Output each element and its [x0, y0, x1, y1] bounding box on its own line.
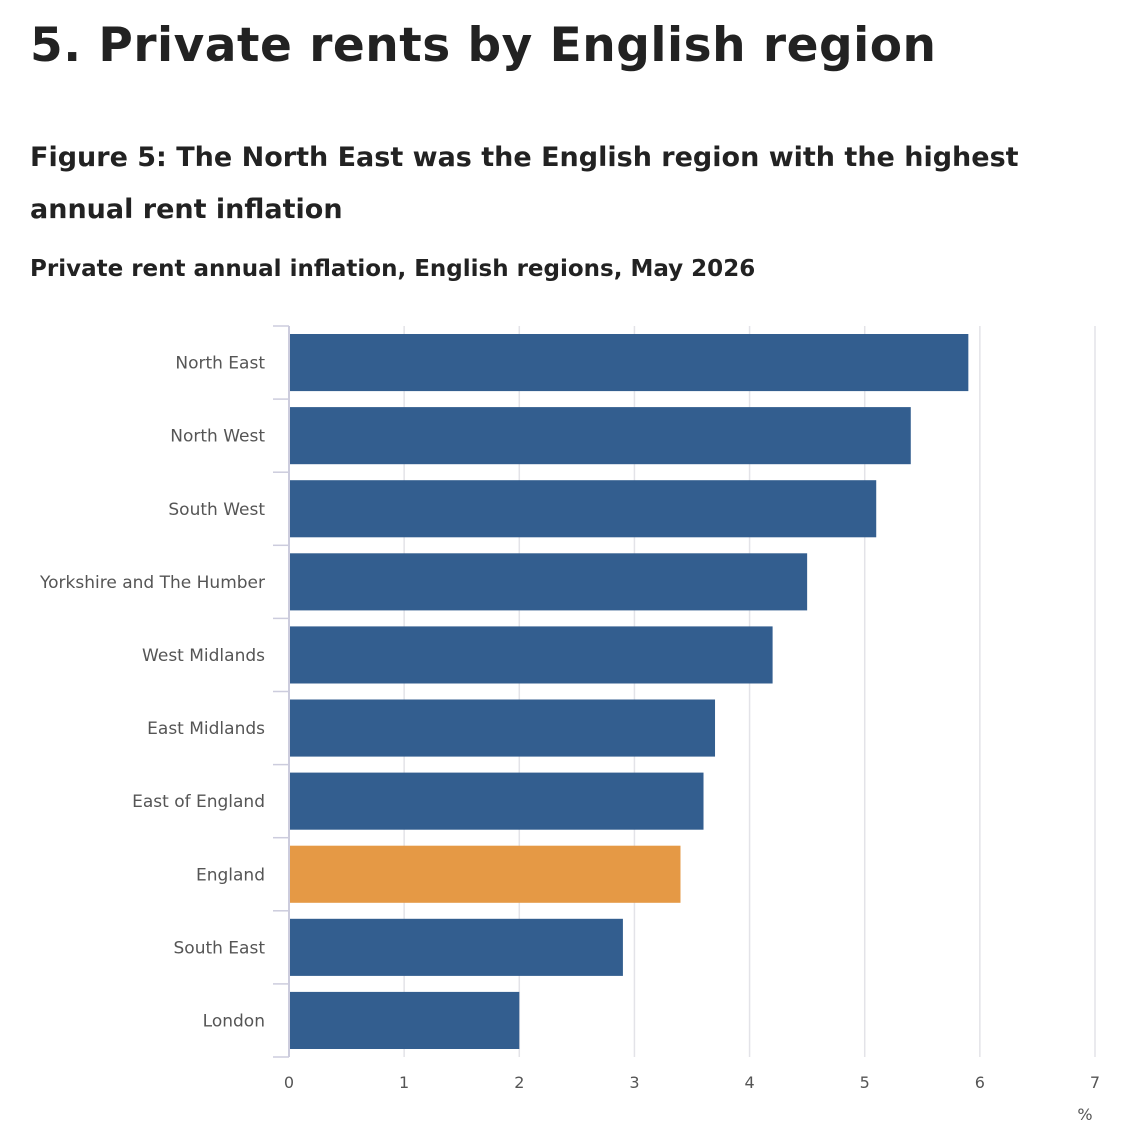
figure-subtitle: Private rent annual inflation, English r… — [30, 256, 756, 282]
bar-london[interactable] — [289, 991, 520, 1049]
axis-labels: 0 1 2 3 4 5 6 7% North East North West South West Y… — [39, 354, 1100, 1124]
bar-north-west[interactable] — [289, 407, 911, 465]
category-label: West Midlands — [142, 646, 265, 666]
bar-north-east[interactable] — [289, 334, 969, 392]
category-label: Yorkshire and The Humber — [39, 573, 265, 593]
x-axis-label: % — [1077, 1105, 1092, 1124]
category-label: East of England — [132, 792, 265, 812]
category-label: East Midlands — [147, 719, 265, 739]
x-tick-label: 7 — [1090, 1073, 1100, 1092]
category-label: South East — [174, 938, 266, 958]
x-tick-label: 5 — [860, 1073, 870, 1092]
category-label: North West — [170, 427, 265, 447]
bar-england[interactable] — [289, 845, 681, 903]
category-label: London — [203, 1011, 265, 1031]
x-tick-label: 4 — [744, 1073, 754, 1092]
bar-east-midlands[interactable] — [289, 699, 716, 757]
bars — [289, 334, 969, 1049]
bar-yorkshire-and-the-humber[interactable] — [289, 553, 808, 611]
bar-east-of-england[interactable] — [289, 772, 704, 830]
x-tick-label: 0 — [284, 1073, 294, 1092]
bar-south-west[interactable] — [289, 480, 877, 538]
figure-title: Figure 5: The North East was the English… — [30, 142, 1019, 225]
bar-south-east[interactable] — [289, 918, 623, 976]
x-tick-label: 2 — [514, 1073, 524, 1092]
category-label: South West — [168, 500, 265, 520]
axes — [273, 325, 290, 1058]
section-heading: 5. Private rents by English region — [30, 18, 937, 73]
category-label: North East — [175, 354, 265, 374]
category-label: England — [196, 865, 265, 885]
x-tick-label: 1 — [399, 1073, 409, 1092]
bar-west-midlands[interactable] — [289, 626, 773, 684]
x-tick-label: 3 — [629, 1073, 639, 1092]
x-tick-label: 6 — [975, 1073, 985, 1092]
